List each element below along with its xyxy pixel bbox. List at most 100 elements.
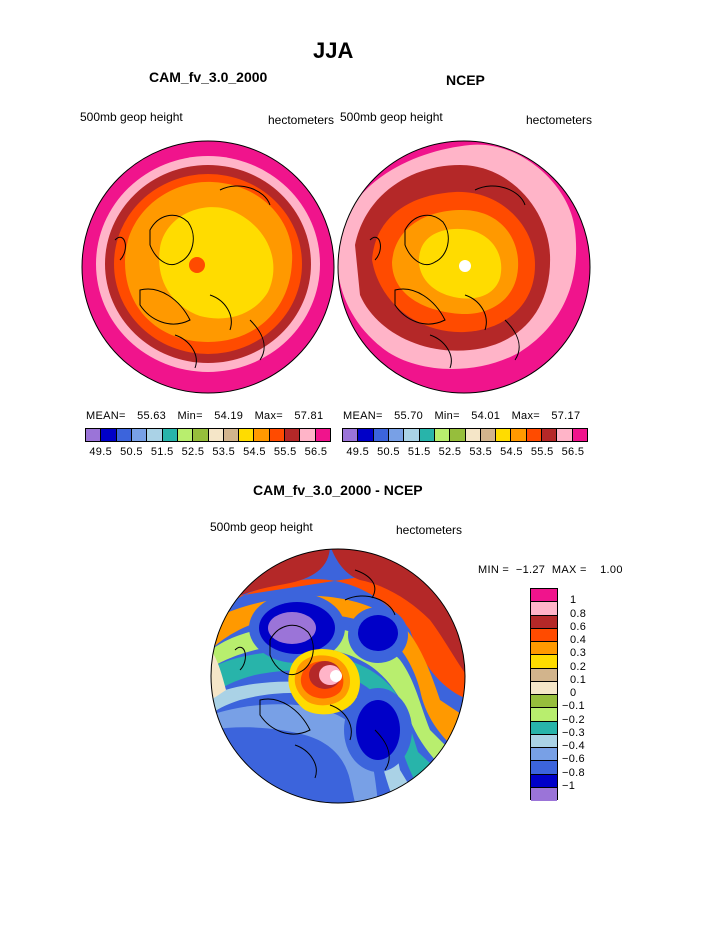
- left-colorbar-swatch: [239, 429, 255, 441]
- right-mean-value: 55.70: [394, 410, 424, 422]
- diff-colorbar-swatch: [531, 761, 557, 775]
- diff-colorbar-tick-label: 0.1: [570, 673, 587, 686]
- diff-colorbar-tick-label: −0.6: [562, 753, 585, 766]
- diff-minmax: MIN = −1.27 MAX = 1.00: [478, 564, 623, 576]
- left-colorbar-swatch: [116, 429, 132, 441]
- right-colorbar: [342, 428, 588, 442]
- diff-colorbar-swatch: [531, 589, 557, 603]
- right-colorbar-swatch: [511, 429, 527, 441]
- right-colorbar-tick-label: 51.5: [407, 446, 431, 458]
- diff-colorbar-tick-label: 0.8: [570, 607, 587, 620]
- left-colorbar: [85, 428, 331, 442]
- right-colorbar-tick-label: 50.5: [377, 446, 400, 458]
- right-stats: MEAN= 55.70 Min= 54.01 Max= 57.17: [343, 410, 580, 422]
- left-colorbar-swatch: [254, 429, 270, 441]
- left-colorbar-swatch: [147, 429, 163, 441]
- right-colorbar-swatch: [557, 429, 573, 441]
- left-colorbar-tick-label: 52.5: [181, 446, 205, 458]
- diff-colorbar-swatch: [531, 668, 557, 682]
- right-colorbar-labels: 49.5 50.5 51.5 52.5 53.5 54.5 55.5 56.5: [342, 446, 588, 460]
- diff-colorbar-tick-label: 0.4: [570, 634, 587, 646]
- right-colorbar-tick-label: 54.5: [500, 446, 523, 458]
- diff-colorbar-swatch: [531, 681, 557, 695]
- left-colorbar-swatch: [86, 429, 102, 441]
- diff-colorbar-tick-label: 1: [570, 594, 577, 607]
- left-colorbar-swatch: [300, 429, 316, 441]
- right-mean-label: MEAN=: [343, 410, 383, 422]
- right-colorbar-swatch: [373, 429, 389, 441]
- left-colorbar-swatch: [101, 429, 117, 441]
- diff-colorbar-tick-label: −0.8: [562, 766, 585, 779]
- diff-colorbar-swatch: [531, 787, 557, 801]
- diff-colorbar-swatch: [531, 748, 557, 762]
- diff-colorbar-swatch: [531, 655, 557, 669]
- right-colorbar-swatch: [358, 429, 374, 441]
- diff-colorbar-tick-label: 0.6: [570, 620, 587, 633]
- left-min-label: Min=: [177, 410, 203, 422]
- figure-title: JJA: [313, 38, 354, 63]
- left-colorbar-labels: 49.5 50.5 51.5 52.5 53.5 54.5 55.5 56.5: [85, 446, 331, 460]
- left-mean-value: 55.63: [137, 410, 167, 422]
- left-stats: MEAN= 55.63 Min= 54.19 Max= 57.81: [86, 410, 323, 422]
- left-colorbar-swatch: [315, 429, 330, 441]
- left-colorbar-swatch: [162, 429, 178, 441]
- left-variable-label: 500mb geop height: [80, 110, 183, 124]
- left-colorbar-swatch: [208, 429, 224, 441]
- left-colorbar-tick-label: 54.5: [243, 446, 266, 458]
- left-colorbar-tick-label: 50.5: [120, 446, 143, 458]
- right-colorbar-swatch: [404, 429, 420, 441]
- left-panel-title: CAM_fv_3.0_2000: [149, 69, 268, 85]
- diff-colorbar-swatch: [531, 734, 557, 748]
- diff-colorbar-tick-label: −0.1: [562, 700, 585, 713]
- right-colorbar-tick-label: 49.5: [346, 446, 369, 458]
- diff-colorbar-tick-label: 0.3: [570, 647, 587, 660]
- diff-colorbar-tick-label: −0.2: [562, 713, 585, 726]
- left-colorbar-tick-label: 55.5: [273, 446, 297, 458]
- left-units-label: hectometers: [268, 113, 335, 127]
- right-max-value: 57.17: [551, 410, 581, 422]
- right-colorbar-swatch: [542, 429, 558, 441]
- diff-colorbar-tick-label: −1: [562, 779, 576, 792]
- diff-colorbar-swatch: [531, 708, 557, 722]
- diff-colorbar-tick-label: 0.2: [570, 660, 587, 673]
- diff-colorbar-swatch: [531, 628, 557, 642]
- diff-colorbar-tick-label: 0: [570, 687, 577, 699]
- diff-colorbar-swatch: [531, 721, 557, 735]
- right-colorbar-swatch: [526, 429, 543, 441]
- left-max-value: 57.81: [294, 410, 324, 422]
- left-colorbar-swatch: [177, 429, 194, 441]
- left-colorbar-swatch: [285, 429, 301, 441]
- diff-colorbar-tick-label: −0.3: [562, 726, 585, 739]
- diff-colorbar-swatch: [531, 602, 557, 616]
- diff-colorbar-labels: 1 0.8 0.6 0.4 0.3 0.2 0.1 0 −0.1 −0.2 −0.3 −0.4 −0.6…: [562, 588, 622, 800]
- left-colorbar-swatch: [193, 429, 209, 441]
- diff-panel-title: CAM_fv_3.0_2000 - NCEP: [253, 482, 423, 498]
- left-max-label: Max=: [254, 410, 283, 422]
- right-colorbar-swatch: [419, 429, 435, 441]
- left-colorbar-tick-label: 56.5: [304, 446, 328, 458]
- right-min-label: Min=: [434, 410, 460, 422]
- diff-units-label: hectometers: [396, 523, 463, 537]
- right-max-label: Max=: [511, 410, 540, 422]
- right-colorbar-swatch: [388, 429, 405, 441]
- right-colorbar-tick-label: 56.5: [561, 446, 585, 458]
- diff-colorbar: [530, 588, 558, 801]
- right-colorbar-tick-label: 52.5: [438, 446, 462, 458]
- right-units-label: hectometers: [526, 113, 593, 127]
- right-colorbar-swatch: [480, 429, 497, 441]
- right-colorbar-swatch: [434, 429, 451, 441]
- left-colorbar-tick-label: 51.5: [150, 446, 174, 458]
- diff-colorbar-swatch: [531, 642, 557, 656]
- left-colorbar-tick-label: 53.5: [212, 446, 235, 458]
- diff-colorbar-swatch: [531, 774, 557, 788]
- diff-colorbar-swatch: [531, 695, 557, 709]
- diff-colorbar-swatch: [531, 615, 557, 629]
- right-colorbar-swatch: [343, 429, 359, 441]
- diff-variable-label: 500mb geop height: [210, 520, 313, 534]
- right-panel-title: NCEP: [446, 72, 485, 88]
- left-colorbar-swatch: [131, 429, 148, 441]
- left-colorbar-tick-label: 49.5: [89, 446, 112, 458]
